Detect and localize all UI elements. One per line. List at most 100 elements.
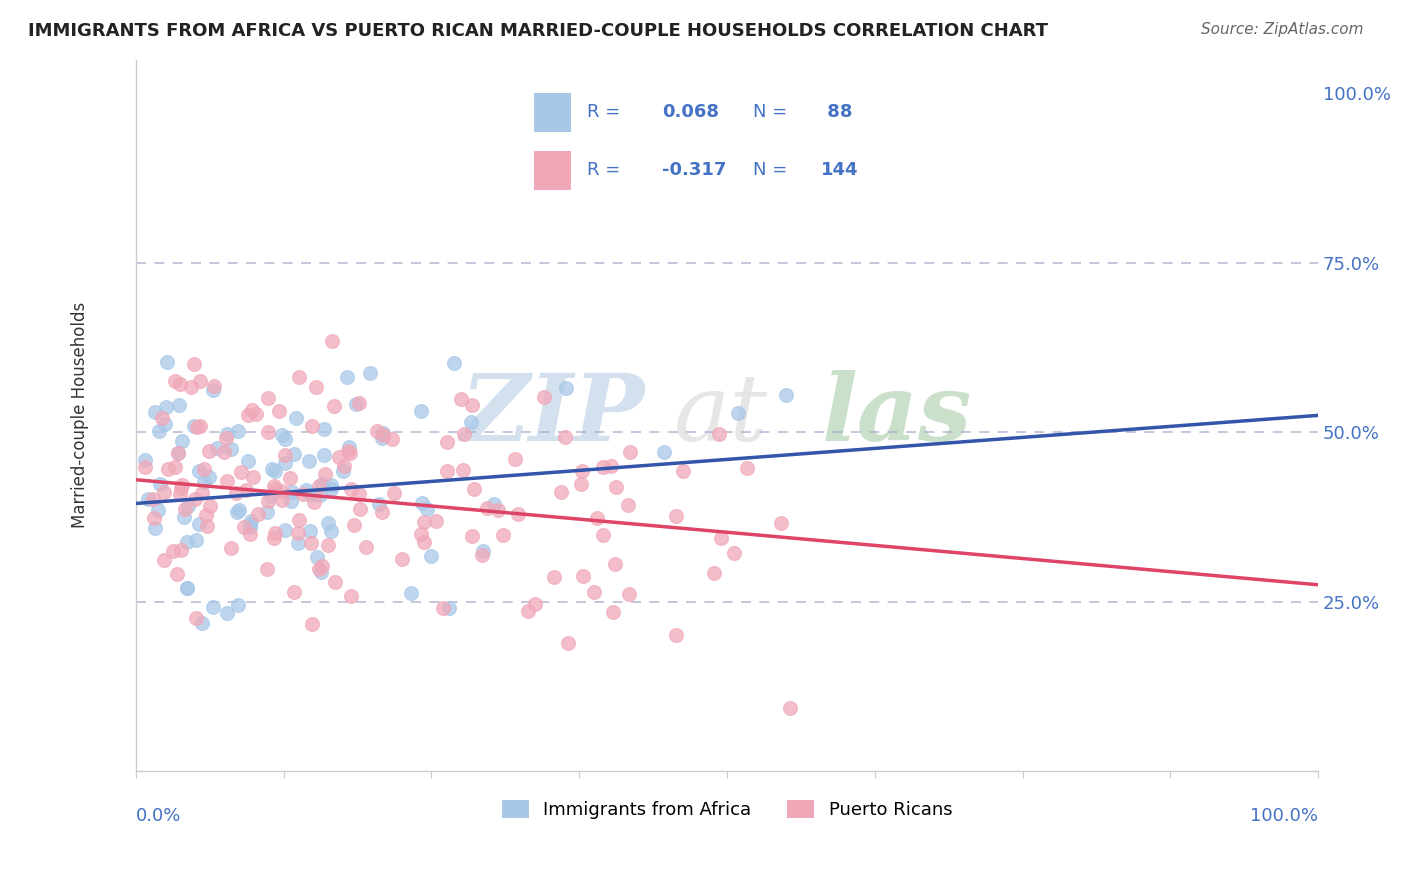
Point xyxy=(425,514,447,528)
Point xyxy=(274,432,297,446)
Point xyxy=(235,483,257,497)
Point xyxy=(436,464,458,478)
Point xyxy=(311,477,333,491)
Point xyxy=(381,432,404,446)
Point xyxy=(524,597,547,611)
Point xyxy=(200,499,222,513)
Point xyxy=(239,520,262,534)
Point xyxy=(173,510,195,524)
Point xyxy=(602,605,624,619)
Point xyxy=(167,397,190,411)
Point xyxy=(603,557,626,571)
Point xyxy=(409,527,432,541)
Point xyxy=(443,356,465,370)
Point xyxy=(319,482,342,496)
Point xyxy=(256,562,278,576)
Point xyxy=(571,464,593,478)
Point xyxy=(382,486,405,500)
Point xyxy=(170,542,193,557)
Point xyxy=(232,520,254,534)
Point xyxy=(180,380,202,394)
Point xyxy=(256,505,278,519)
Point xyxy=(461,529,484,543)
Point xyxy=(411,496,433,510)
Point xyxy=(314,422,336,436)
Point xyxy=(349,502,371,516)
Point xyxy=(153,553,176,567)
Point xyxy=(238,526,260,541)
Legend: Immigrants from Africa, Puerto Ricans: Immigrants from Africa, Puerto Ricans xyxy=(502,800,952,819)
Point xyxy=(184,492,207,507)
Point xyxy=(143,405,166,419)
Point xyxy=(437,600,460,615)
Point xyxy=(533,390,555,404)
Point xyxy=(136,492,159,507)
Point xyxy=(229,465,252,479)
Point xyxy=(247,507,270,521)
Point xyxy=(274,457,297,471)
Point xyxy=(212,444,235,458)
Point xyxy=(184,611,207,625)
Point xyxy=(366,424,388,438)
Text: las: las xyxy=(821,370,972,460)
Point xyxy=(226,598,249,612)
Point xyxy=(322,399,344,413)
Point xyxy=(709,426,731,441)
Point xyxy=(703,566,725,580)
Point xyxy=(157,462,180,476)
Point xyxy=(165,460,187,475)
Point xyxy=(143,521,166,535)
Point xyxy=(188,374,211,388)
Point xyxy=(260,489,283,503)
Point xyxy=(453,427,475,442)
Point xyxy=(256,493,278,508)
Point xyxy=(672,464,695,478)
Point xyxy=(332,464,354,478)
Point xyxy=(308,479,330,493)
Point xyxy=(582,585,605,599)
Point xyxy=(190,486,212,500)
Point xyxy=(617,498,640,512)
Point xyxy=(605,480,627,494)
Point xyxy=(391,551,413,566)
Point xyxy=(188,516,211,531)
Point xyxy=(336,370,359,384)
Point xyxy=(308,488,330,502)
Point xyxy=(484,497,506,511)
Point xyxy=(169,487,191,501)
Point xyxy=(359,366,381,380)
Point xyxy=(170,434,193,448)
Point xyxy=(219,442,242,457)
Point xyxy=(328,450,350,464)
Point xyxy=(215,426,238,441)
Point xyxy=(148,425,170,439)
Point xyxy=(652,444,675,458)
Point xyxy=(399,586,422,600)
Point xyxy=(188,419,211,434)
Text: 100.0%: 100.0% xyxy=(1250,806,1319,825)
Point xyxy=(371,431,394,445)
Point xyxy=(471,549,494,563)
Point xyxy=(569,476,592,491)
Point xyxy=(274,523,297,537)
Point xyxy=(134,453,156,467)
Point xyxy=(339,440,361,454)
Point xyxy=(239,514,262,528)
Point xyxy=(287,525,309,540)
Point xyxy=(271,493,294,508)
Point xyxy=(183,418,205,433)
Point xyxy=(517,604,540,618)
Point xyxy=(294,483,316,497)
Point xyxy=(592,528,614,542)
Point xyxy=(194,508,217,522)
Point xyxy=(264,526,287,541)
Point xyxy=(270,427,292,442)
Text: at: at xyxy=(673,370,768,460)
Point xyxy=(186,533,208,547)
Point xyxy=(242,470,264,484)
Point xyxy=(150,411,173,425)
Point xyxy=(280,471,302,485)
Point xyxy=(219,541,242,555)
Point xyxy=(337,444,360,458)
Point xyxy=(288,369,311,384)
